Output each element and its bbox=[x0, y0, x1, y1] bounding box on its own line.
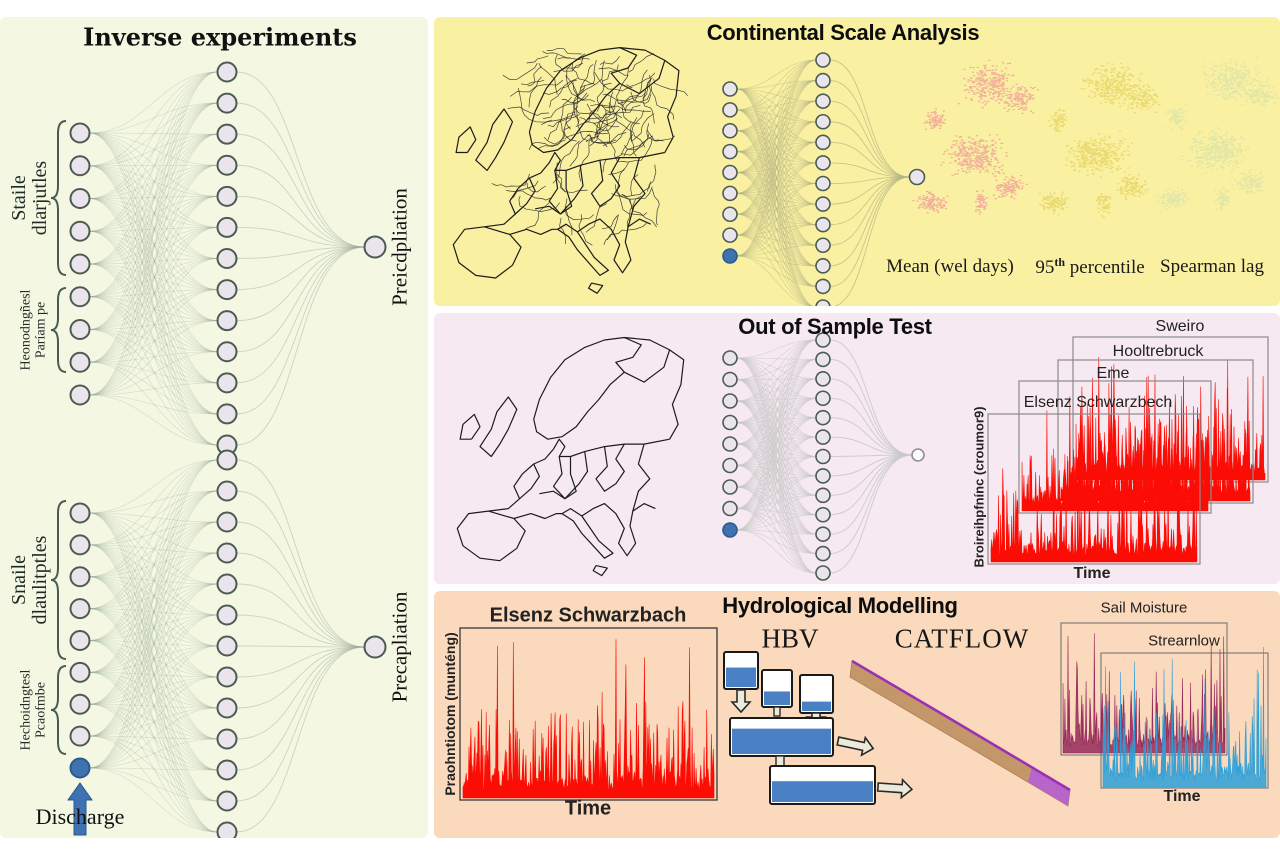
cascade-label-sweiro: Sweiro bbox=[1155, 318, 1205, 335]
continental-title: Continental Scale Analysis bbox=[706, 20, 980, 45]
precipitation-output-label-bottom: Precapliation bbox=[387, 591, 412, 703]
state-distributions-label-bottom: Snaile dlaulitptles bbox=[8, 535, 51, 625]
mean-wet-days-label: Mean (wel days) bbox=[886, 256, 1014, 277]
cascade-label-hooltrebruck: Hooltrebruck bbox=[1112, 343, 1204, 360]
precip-time-label: Time bbox=[564, 797, 612, 820]
hydrological-modelling-panel: Hydrological Modelling Elsenz Schwarzbac… bbox=[434, 591, 1280, 838]
soil-moisture-label: Sail Moisture bbox=[1100, 599, 1188, 617]
hydrological-parameters-label-top: Heonodngñesl Paríam pe bbox=[18, 289, 49, 371]
precip-ylabel: Praohntiotom (munténg) bbox=[442, 632, 458, 796]
hydrological-graphic bbox=[459, 622, 1269, 807]
oos-time-label: Time bbox=[1073, 565, 1111, 582]
cascade-label-elsenz: Elsenz Schwarzbech bbox=[1023, 394, 1173, 411]
inverse-networks-graphic bbox=[50, 61, 387, 838]
continental-scale-panel: Continental Scale Analysis Mean (wel day… bbox=[434, 17, 1280, 306]
catflow-label: CATFLOW bbox=[894, 623, 1030, 654]
precipitation-output-label-top: Preicdpliation bbox=[387, 188, 412, 306]
streamflow-label: Strearnlow bbox=[1148, 632, 1220, 650]
oos-title: Out of Sample Test bbox=[738, 314, 932, 339]
oos-ylabel: Broireihpfnínc (croumor9) bbox=[971, 406, 987, 568]
inverse-experiments-panel: Inverse experiments Staile dlarjutles He… bbox=[0, 17, 428, 838]
output-time-label: Time bbox=[1163, 788, 1201, 805]
continental-graphic bbox=[452, 47, 1280, 306]
elsenz-chart-title: Elsenz Schwarzbach bbox=[489, 604, 687, 627]
discharge-label: Discharge bbox=[35, 804, 125, 829]
state-distributions-label-top: Staile dlarjutles bbox=[8, 160, 51, 236]
percentile-95-label: 95th percentile bbox=[1035, 254, 1145, 279]
hydro-title: Hydrological Modelling bbox=[722, 593, 958, 618]
left-panel-title: Inverse experiments bbox=[83, 22, 357, 52]
cascade-label-eme: Eme bbox=[1096, 365, 1130, 382]
hydrological-parameters-label-bottom: Hechoidngtesl Pcaofmbe bbox=[18, 669, 49, 751]
out-of-sample-panel: Out of Sample Test Elsenz Schwarzbech Em… bbox=[434, 313, 1280, 584]
hbv-label: HBV bbox=[761, 623, 819, 654]
spearman-lag-label: Spearman lag bbox=[1160, 256, 1264, 277]
out-of-sample-graphic bbox=[456, 332, 1269, 581]
